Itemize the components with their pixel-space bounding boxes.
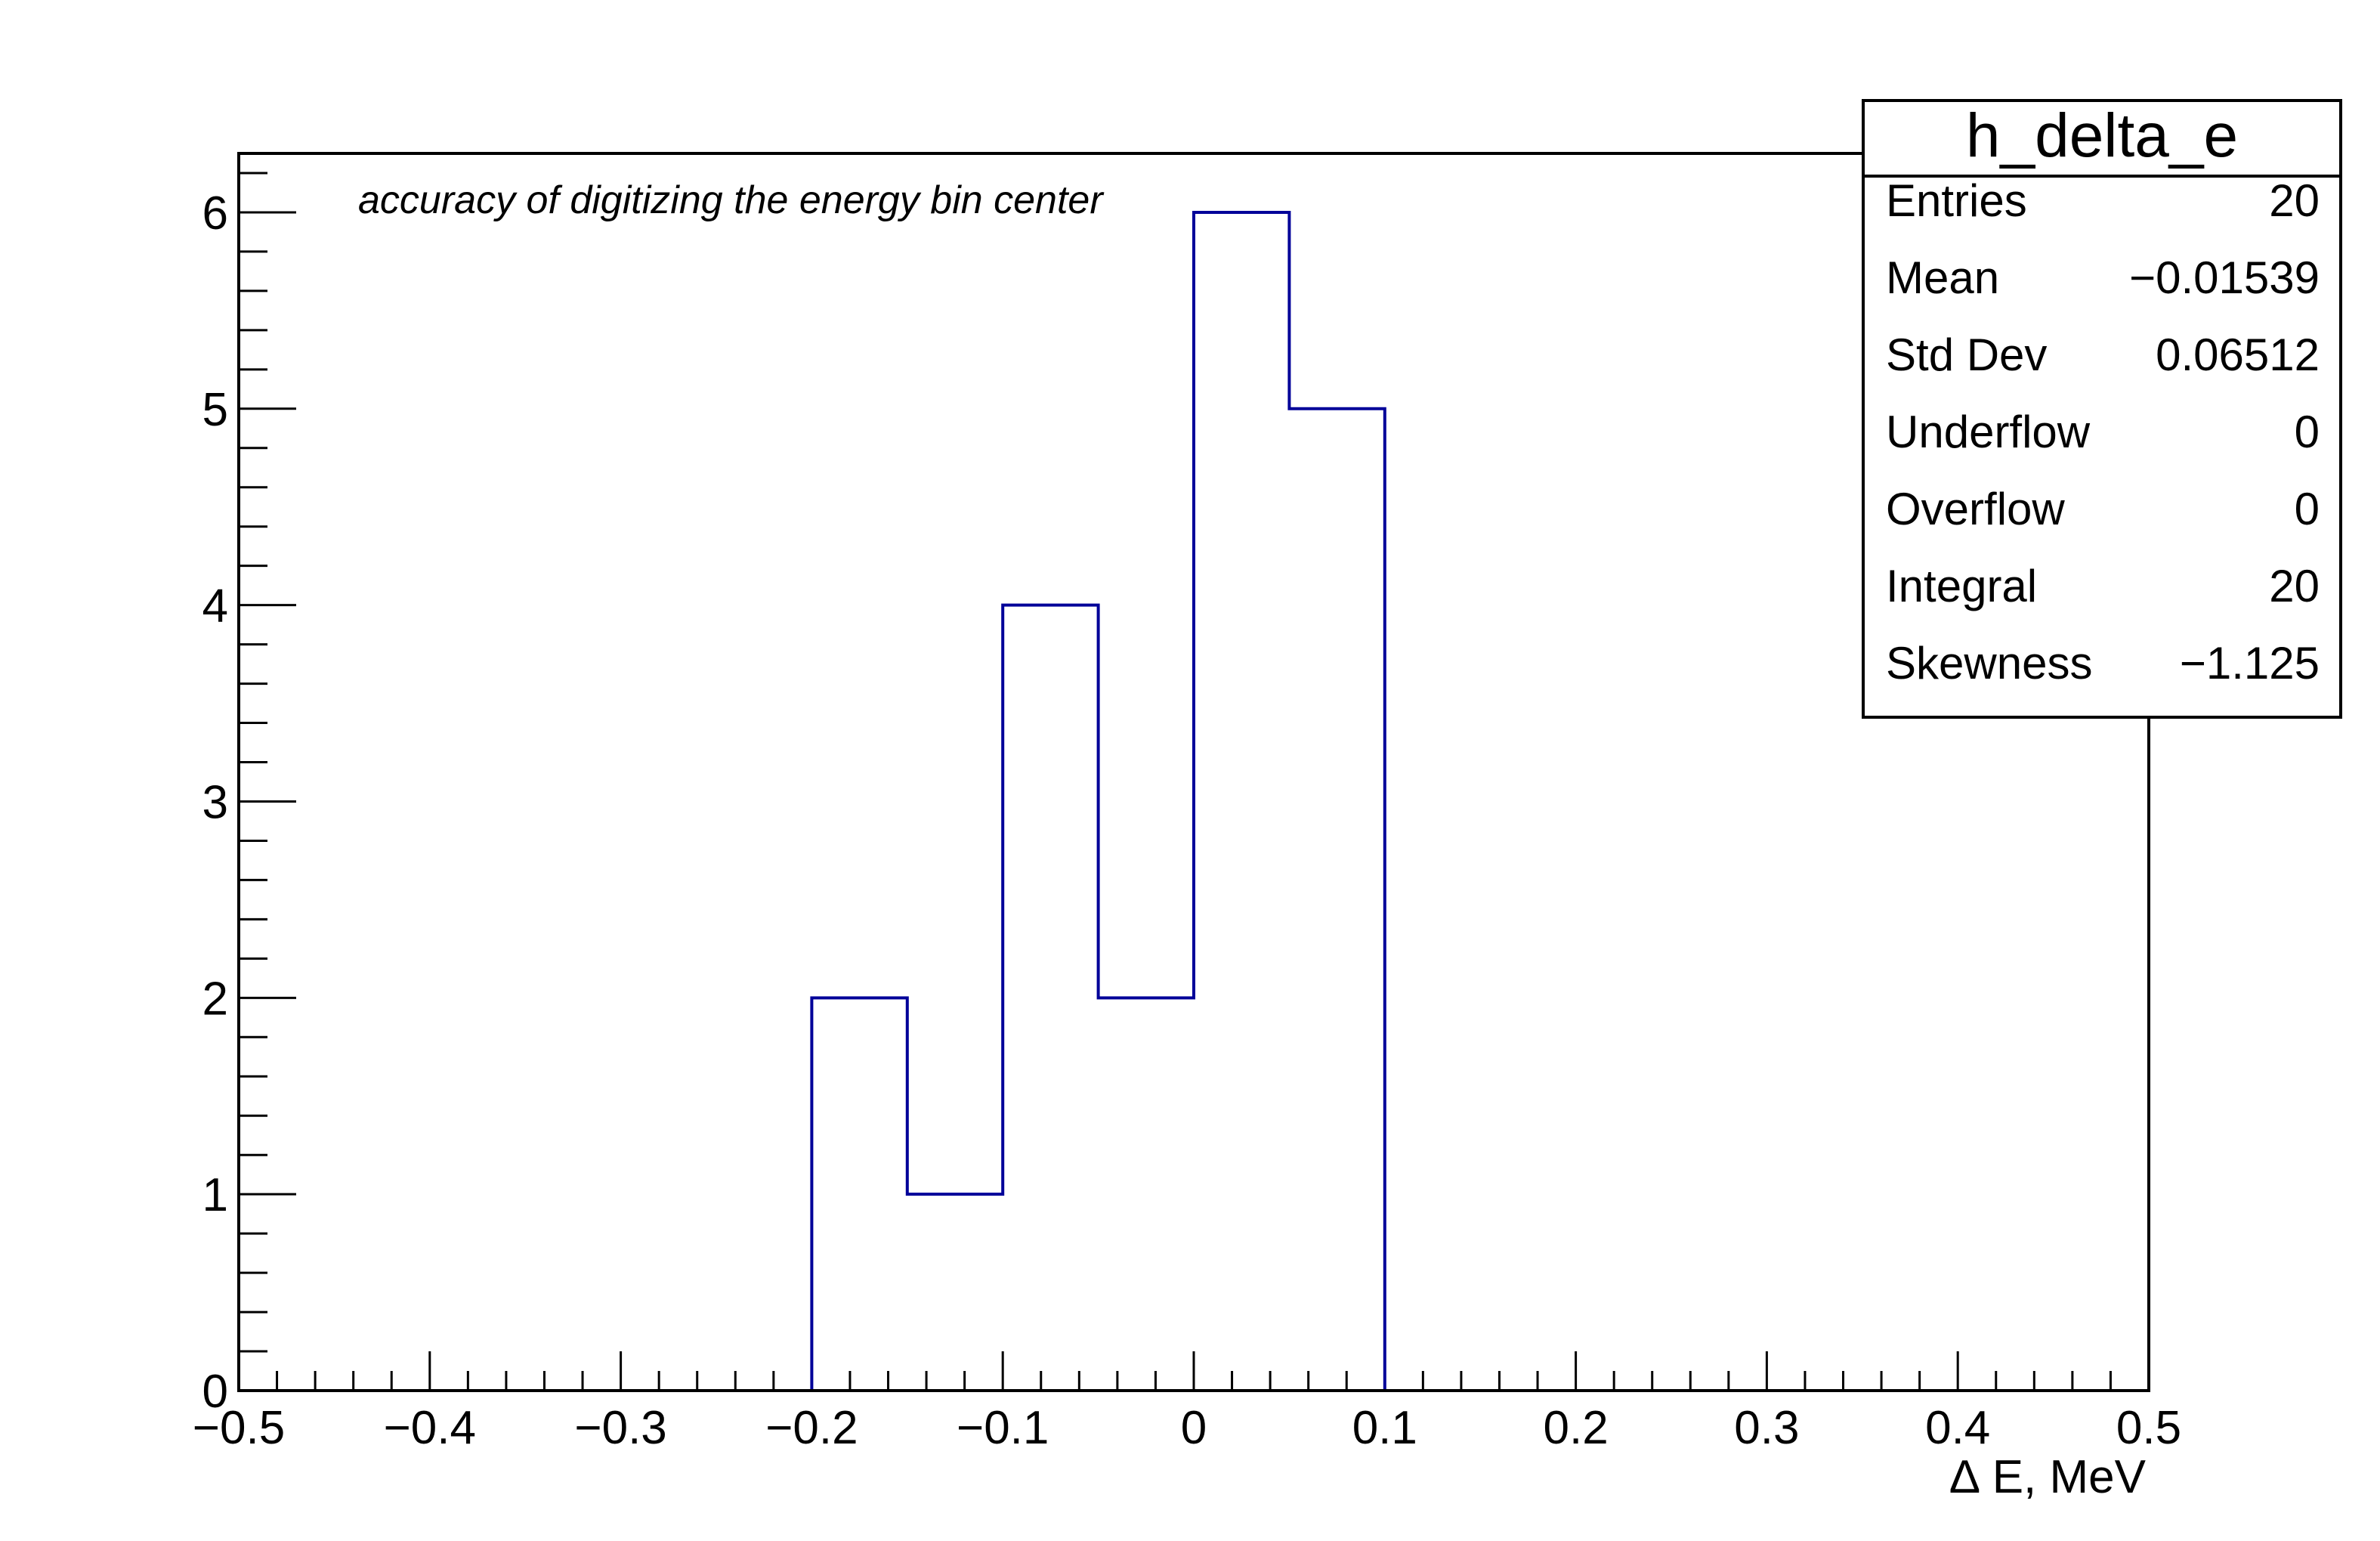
y-tick-labels: 0 1 2 3 4 5 6 — [202, 187, 228, 1418]
stats-row-value: 0.06512 — [2156, 330, 2320, 380]
stats-row-value: −0.01539 — [2129, 252, 2320, 303]
stats-row-label: Integral — [1886, 561, 2037, 611]
y-tick-label: 6 — [202, 187, 228, 240]
axis-ticks — [237, 172, 2150, 1392]
stats-row-value: 0 — [2295, 407, 2320, 457]
x-tick-label: 0 — [1181, 1402, 1207, 1454]
stats-box-frame — [1862, 99, 2342, 719]
x-tick-label: −0.2 — [765, 1402, 858, 1454]
x-tick-label: −0.3 — [574, 1402, 666, 1454]
x-tick-label: −0.5 — [193, 1402, 285, 1454]
stats-row-value: −1.125 — [2180, 638, 2320, 688]
stats-title: h_delta_e — [1966, 101, 2238, 170]
y-tick-label: 0 — [202, 1366, 228, 1418]
x-tick-label: 0.3 — [1734, 1402, 1799, 1454]
stats-row-label: Entries — [1886, 175, 2027, 226]
x-tick-label: 0.1 — [1352, 1402, 1417, 1454]
y-tick-label: 5 — [202, 384, 228, 436]
stats-row-label: Std Dev — [1886, 330, 2047, 380]
stats-row-label: Skewness — [1886, 638, 2092, 688]
x-tick-label: 0.5 — [2116, 1402, 2181, 1454]
stats-row-label: Overflow — [1886, 484, 2065, 534]
stats-rows: Entries 20 Mean −0.01539 Std Dev 0.06512 Under… — [1886, 175, 2320, 688]
x-tick-label: −0.1 — [957, 1402, 1049, 1454]
y-tick-label: 3 — [202, 776, 228, 828]
stats-row-value: 20 — [2269, 561, 2320, 611]
stats-box: h_delta_e Entries 20 Mean −0.01539 Std Dev 0.… — [1862, 99, 2342, 719]
stats-row-label: Mean — [1886, 252, 1999, 303]
x-tick-label: 0.4 — [1925, 1402, 1990, 1454]
y-tick-label: 2 — [202, 973, 228, 1025]
histogram-outline — [810, 210, 1386, 1391]
y-tick-label: 4 — [202, 580, 228, 633]
y-tick-label: 1 — [202, 1169, 228, 1221]
stats-row-value: 20 — [2269, 175, 2320, 226]
plot-frame — [237, 152, 2150, 1392]
stats-row-value: 0 — [2295, 484, 2320, 534]
chart-annotation: accuracy of digitizing the energy bin ce… — [358, 178, 1105, 222]
x-tick-label: 0.2 — [1543, 1402, 1608, 1454]
x-axis-title: ∆ E, MeV — [1951, 1451, 2147, 1503]
x-tick-labels: −0.5 −0.4 −0.3 −0.2 −0.1 0 0.1 0.2 0.3 0.4 0.5 — [193, 1402, 2181, 1454]
stats-row-label: Underflow — [1886, 407, 2091, 457]
x-tick-label: −0.4 — [384, 1402, 476, 1454]
